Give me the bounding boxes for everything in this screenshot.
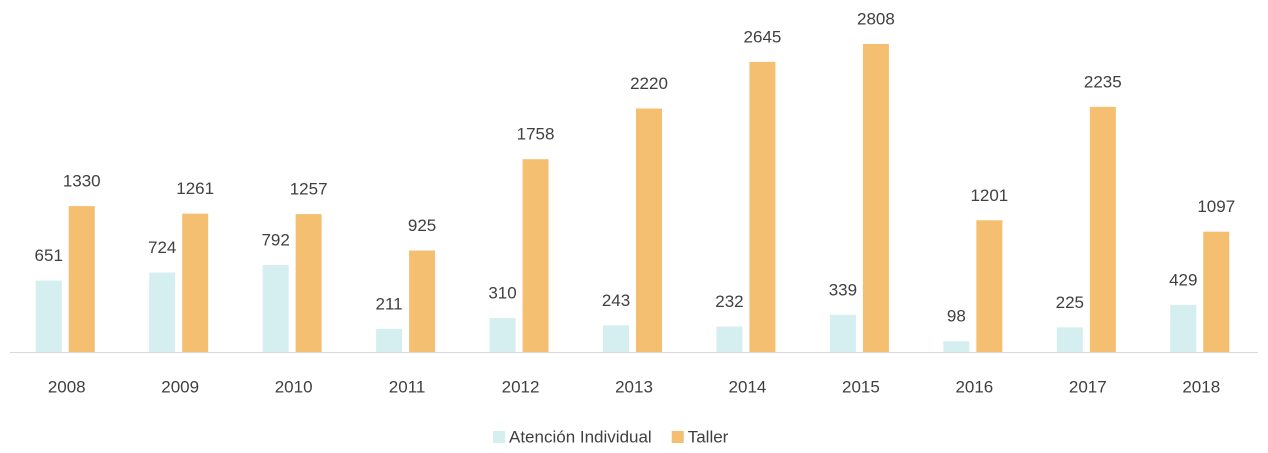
x-tick-label: 2015: [842, 377, 880, 396]
data-label: 2645: [744, 27, 782, 46]
bar: [295, 214, 322, 352]
x-tick-label: 2010: [275, 377, 313, 396]
data-label: 724: [148, 238, 176, 257]
bar: [1203, 231, 1230, 352]
x-tick-label: 2018: [1182, 377, 1220, 396]
legend-label: Taller: [688, 427, 729, 446]
data-label: 232: [715, 292, 743, 311]
x-tick-label: 2017: [1069, 377, 1107, 396]
data-label: 1257: [290, 180, 328, 199]
data-label: 1758: [517, 125, 555, 144]
data-label: 1097: [1197, 197, 1235, 216]
bar: [489, 317, 516, 352]
bar: [149, 272, 176, 352]
bar: [716, 326, 743, 352]
data-label: 243: [602, 291, 630, 310]
data-label: 429: [1169, 270, 1197, 289]
bar: [68, 206, 95, 352]
bar: [182, 213, 209, 352]
data-label: 225: [1056, 293, 1084, 312]
bar: [862, 44, 889, 352]
bar: [409, 250, 436, 352]
bar: [943, 341, 970, 352]
bar: [976, 220, 1003, 352]
x-tick-label: 2008: [48, 377, 86, 396]
x-tick-label: 2016: [955, 377, 993, 396]
legend-swatch: [671, 431, 684, 443]
bar: [35, 280, 62, 352]
data-label: 651: [35, 246, 63, 265]
bar: [636, 108, 662, 352]
bar: [522, 159, 549, 352]
bar: [376, 328, 403, 352]
data-label: 2235: [1084, 72, 1122, 91]
x-tick-label: 2013: [615, 377, 653, 396]
data-label: 211: [376, 294, 403, 313]
x-tick-label: 2014: [729, 377, 767, 396]
data-label: 1330: [63, 172, 101, 191]
data-label: 2220: [630, 74, 668, 93]
bar: [1056, 327, 1083, 352]
data-label: 1261: [176, 179, 214, 198]
data-label: 310: [488, 283, 516, 302]
bar: [603, 325, 629, 352]
x-tick-label: 2011: [389, 377, 426, 396]
data-label: 339: [829, 280, 857, 299]
bar: [749, 61, 776, 353]
data-label: 2808: [857, 9, 895, 28]
bar: [262, 265, 289, 352]
data-label: 98: [947, 307, 966, 326]
data-label: 925: [408, 216, 436, 235]
bar: [829, 314, 856, 352]
x-tick-label: 2012: [502, 377, 540, 396]
x-tick-label: 2009: [161, 377, 199, 396]
bar: [1089, 106, 1116, 352]
legend-label: Atención Individual: [509, 427, 652, 446]
legend-swatch: [493, 431, 505, 443]
bar: [1170, 304, 1197, 352]
data-label: 1201: [970, 186, 1008, 205]
data-label: 792: [261, 231, 289, 250]
